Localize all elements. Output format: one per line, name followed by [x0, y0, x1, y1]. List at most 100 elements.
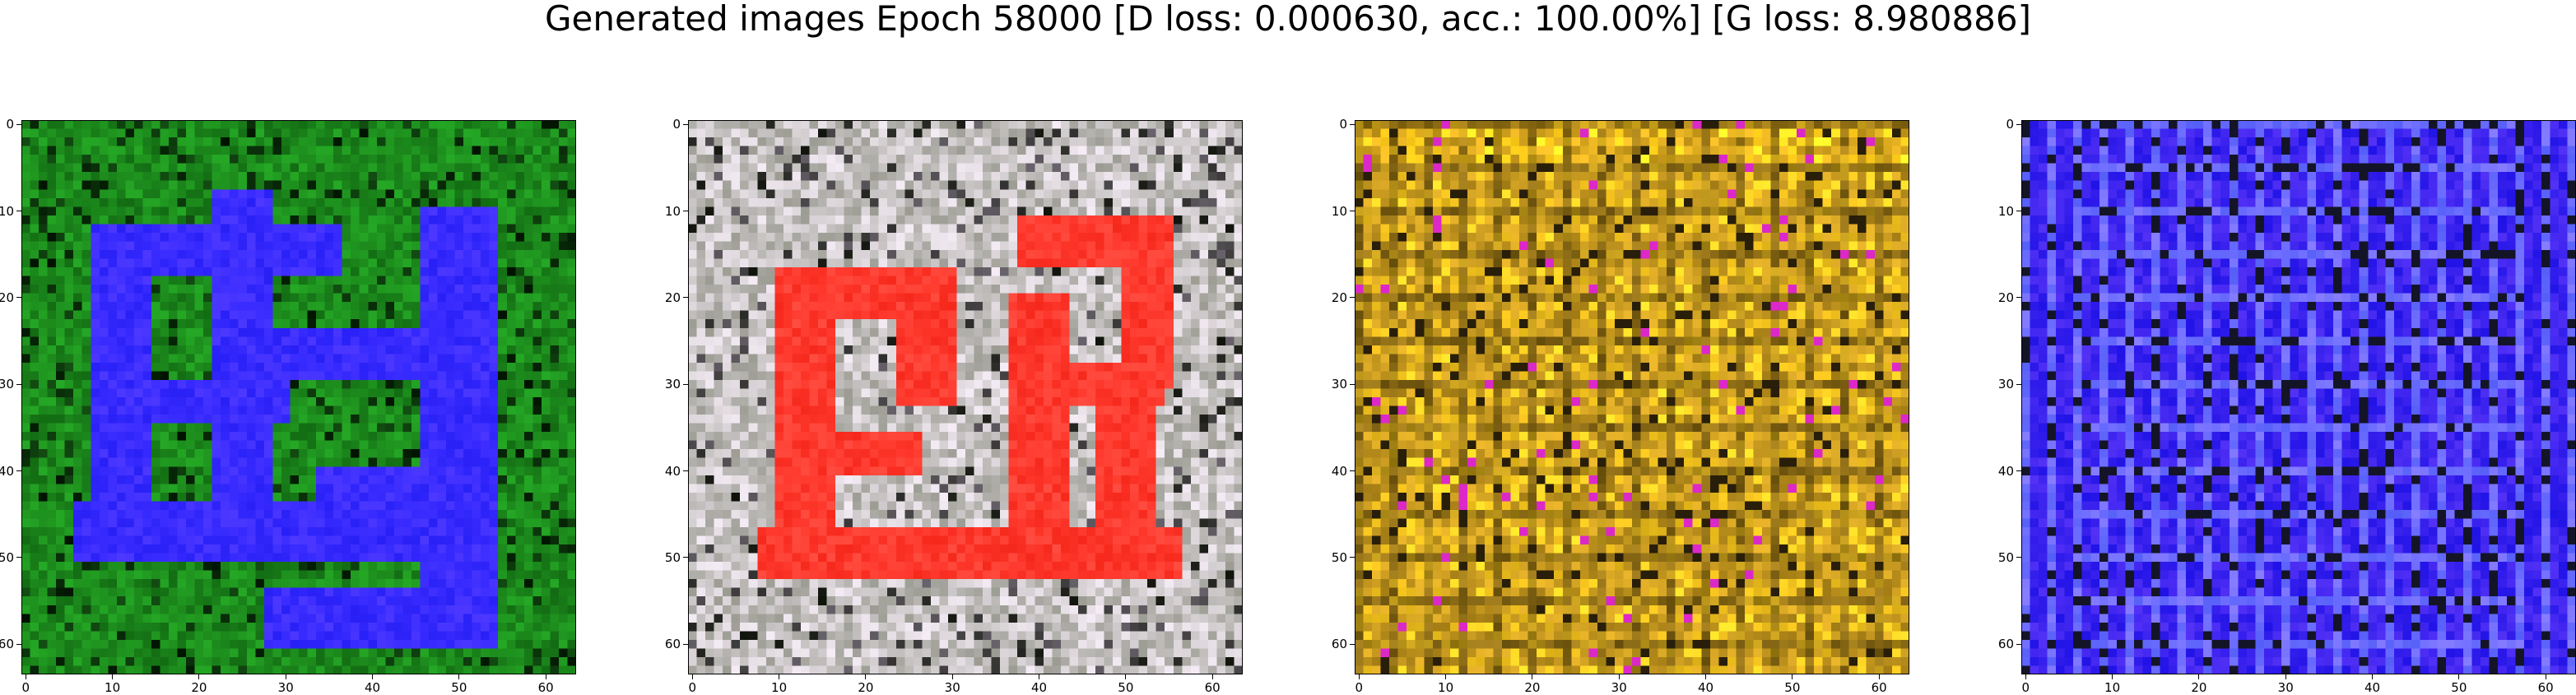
y-tick-mark — [2016, 557, 2021, 558]
x-tick-mark — [2198, 674, 2199, 679]
x-tick-mark — [1125, 674, 1126, 679]
y-tick-label: 40 — [1998, 466, 2014, 478]
y-tick-mark — [1350, 470, 1355, 471]
x-tick-mark — [458, 674, 459, 679]
y-tick-mark — [2016, 384, 2021, 385]
y-tick-label: 20 — [1998, 292, 2014, 304]
y-tick-label: 20 — [1332, 292, 1347, 304]
y-tick-label: 0 — [672, 118, 681, 131]
y-tick-label: 30 — [665, 378, 681, 391]
x-tick-mark — [2112, 674, 2113, 679]
x-tick-label: 20 — [2191, 682, 2206, 694]
y-tick-mark — [16, 297, 21, 298]
x-tick-label: 20 — [858, 682, 873, 694]
x-tick-label: 40 — [2364, 682, 2380, 694]
x-tick-label: 60 — [1872, 682, 1887, 694]
figure-title: Generated images Epoch 58000 [D loss: 0.… — [0, 0, 2576, 38]
x-tick-label: 50 — [1784, 682, 1800, 694]
generated-image-panel-1: 0 10 20 30 40 50 60 0 10 20 30 40 50 60 — [21, 120, 576, 674]
generated-image-4 — [2021, 120, 2576, 674]
x-tick-mark — [1212, 674, 1213, 679]
y-tick-label: 40 — [665, 466, 681, 478]
y-tick-mark — [1350, 297, 1355, 298]
y-tick-label: 0 — [6, 118, 14, 131]
x-tick-label: 40 — [1031, 682, 1047, 694]
y-tick-label: 30 — [0, 378, 14, 391]
y-tick-label: 10 — [0, 206, 14, 218]
y-tick-label: 60 — [0, 638, 14, 651]
generated-image-1 — [21, 120, 576, 674]
y-tick-mark — [683, 470, 688, 471]
x-tick-label: 60 — [1205, 682, 1221, 694]
x-tick-mark — [372, 674, 373, 679]
x-tick-label: 40 — [1698, 682, 1713, 694]
x-tick-label: 0 — [2021, 682, 2030, 694]
x-tick-mark — [1879, 674, 1880, 679]
x-tick-mark — [198, 674, 199, 679]
y-tick-label: 20 — [0, 292, 14, 304]
y-tick-label: 30 — [1332, 378, 1347, 391]
x-tick-label: 60 — [2538, 682, 2554, 694]
y-tick-mark — [1350, 384, 1355, 385]
y-tick-mark — [16, 644, 21, 645]
y-tick-mark — [683, 384, 688, 385]
y-tick-label: 20 — [665, 292, 681, 304]
y-tick-mark — [2016, 470, 2021, 471]
x-tick-label: 60 — [538, 682, 554, 694]
x-tick-label: 20 — [191, 682, 207, 694]
y-tick-label: 60 — [1998, 638, 2014, 651]
x-tick-label: 50 — [451, 682, 467, 694]
generated-image-3 — [1355, 120, 1909, 674]
y-tick-mark — [2016, 297, 2021, 298]
x-tick-label: 30 — [2278, 682, 2294, 694]
x-tick-label: 30 — [278, 682, 294, 694]
x-tick-label: 30 — [1611, 682, 1627, 694]
y-tick-label: 50 — [665, 552, 681, 564]
x-tick-mark — [2458, 674, 2459, 679]
y-tick-mark — [2016, 124, 2021, 125]
y-tick-label: 40 — [0, 466, 14, 478]
y-tick-label: 30 — [1998, 378, 2014, 391]
x-tick-mark — [1792, 674, 1793, 679]
y-tick-mark — [683, 124, 688, 125]
generated-image-panel-4: 0 10 20 30 40 50 60 0 10 20 30 40 50 60 — [2021, 120, 2576, 674]
x-tick-mark — [2285, 674, 2286, 679]
y-tick-label: 50 — [1332, 552, 1347, 564]
y-tick-label: 50 — [0, 552, 14, 564]
y-tick-mark — [2016, 644, 2021, 645]
x-tick-mark — [1445, 674, 1446, 679]
y-tick-label: 10 — [665, 206, 681, 218]
y-tick-mark — [16, 384, 21, 385]
x-tick-label: 0 — [688, 682, 696, 694]
x-tick-mark — [112, 674, 113, 679]
y-tick-mark — [1350, 557, 1355, 558]
y-tick-mark — [683, 557, 688, 558]
x-tick-label: 10 — [771, 682, 787, 694]
y-tick-label: 0 — [1339, 118, 1347, 131]
x-tick-mark — [952, 674, 953, 679]
y-tick-mark — [683, 644, 688, 645]
x-tick-label: 0 — [21, 682, 30, 694]
x-tick-label: 0 — [1355, 682, 1363, 694]
y-tick-mark — [16, 124, 21, 125]
y-tick-label: 0 — [2006, 118, 2014, 131]
x-tick-mark — [1619, 674, 1620, 679]
x-tick-mark — [2025, 674, 2026, 679]
y-tick-label: 60 — [665, 638, 681, 651]
generated-image-panel-2: 0 10 20 30 40 50 60 0 10 20 30 40 50 60 — [688, 120, 1243, 674]
generated-image-panel-3: 0 10 20 30 40 50 60 0 10 20 30 40 50 60 — [1355, 120, 1909, 674]
x-tick-label: 10 — [2104, 682, 2120, 694]
x-tick-label: 50 — [1118, 682, 1133, 694]
x-tick-label: 20 — [1524, 682, 1540, 694]
y-tick-label: 60 — [1332, 638, 1347, 651]
x-tick-mark — [692, 674, 693, 679]
x-tick-label: 40 — [365, 682, 380, 694]
y-tick-mark — [16, 557, 21, 558]
x-tick-mark — [865, 674, 866, 679]
y-tick-label: 40 — [1332, 466, 1347, 478]
y-tick-label: 10 — [1332, 206, 1347, 218]
y-tick-mark — [683, 297, 688, 298]
generated-image-2 — [688, 120, 1243, 674]
x-tick-label: 10 — [105, 682, 120, 694]
y-tick-mark — [16, 470, 21, 471]
